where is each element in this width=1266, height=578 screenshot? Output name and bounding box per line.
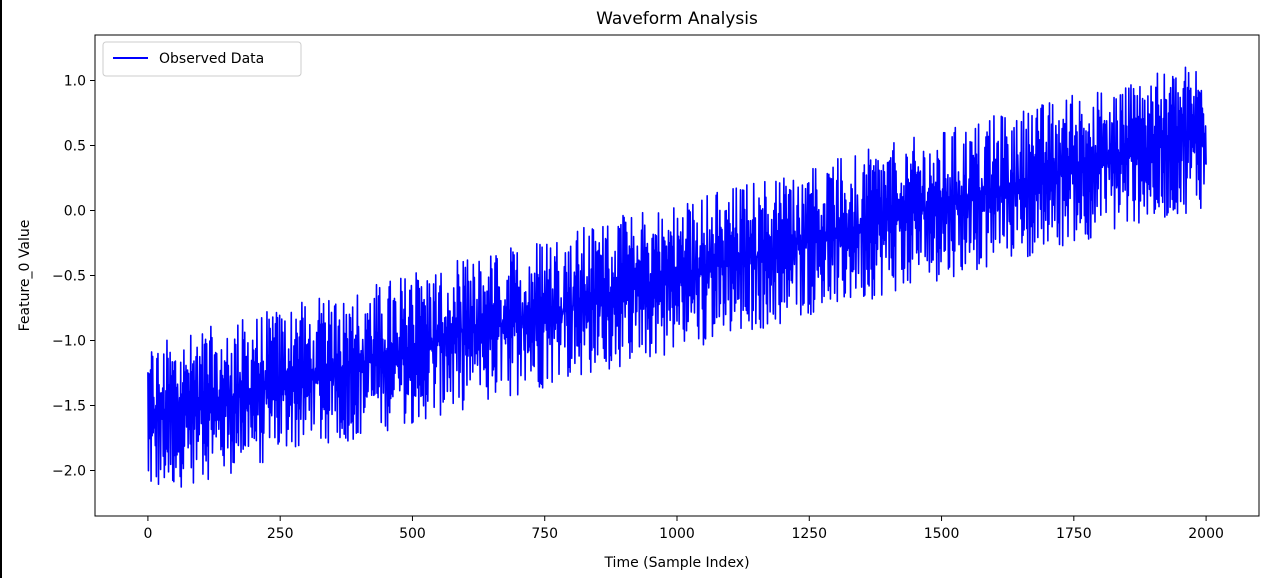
x-tick-label: 250 <box>267 526 294 542</box>
y-axis: 1.0 0.5 0.0 −0.5 −1.0 −1.5 −2.0 <box>52 74 95 480</box>
x-axis: 0 250 500 750 1000 1250 1500 1750 2000 <box>143 516 1224 542</box>
x-tick-label: 0 <box>143 526 152 542</box>
x-tick-label: 1500 <box>924 526 960 542</box>
y-tick-label: 0.5 <box>64 139 86 155</box>
legend: Observed Data <box>102 41 302 77</box>
x-tick-label: 500 <box>399 526 426 542</box>
legend-label-observed-data: Observed Data <box>159 51 264 67</box>
x-tick-label: 750 <box>531 526 558 542</box>
y-tick-label: 1.0 <box>64 74 86 90</box>
chart-title: Waveform Analysis <box>596 9 758 29</box>
plot-area <box>94 34 1260 517</box>
x-tick-label: 1000 <box>659 526 695 542</box>
y-axis-label: Feature_0 Value <box>17 220 33 332</box>
y-tick-label: −2.0 <box>52 464 86 480</box>
y-tick-label: −0.5 <box>52 269 86 285</box>
x-tick-label: 1750 <box>1056 526 1092 542</box>
y-tick-label: −1.0 <box>52 334 86 350</box>
y-tick-label: −1.5 <box>52 399 86 415</box>
x-axis-label: Time (Sample Index) <box>603 555 749 571</box>
series-layer <box>147 66 1207 488</box>
x-tick-label: 1250 <box>791 526 827 542</box>
legend-box <box>102 41 302 77</box>
series-line-observed-data <box>147 66 1207 488</box>
x-tick-label: 2000 <box>1188 526 1224 542</box>
y-tick-label: 0.0 <box>64 204 86 220</box>
